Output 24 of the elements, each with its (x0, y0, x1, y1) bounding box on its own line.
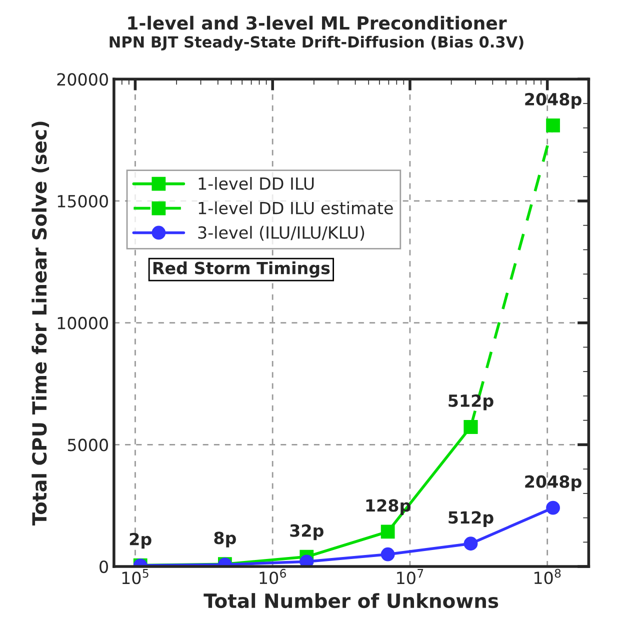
y-tick-label: 20000 (57, 73, 108, 86)
annotation: Red Storm Timings (153, 261, 330, 278)
annotation: 8p (214, 532, 236, 548)
y-axis-title: Total CPU Time for Linear Solve (sec) (32, 122, 50, 526)
x-tick-label: 10$^{8}$ (534, 568, 561, 584)
x-tick-label: 10$^{5}$ (122, 569, 148, 584)
annotation: 2048p (525, 475, 582, 492)
y-tick-label: 15000 (58, 194, 108, 208)
chart-title: 1-level and 3-level ML Preconditioner (128, 16, 507, 30)
chart-subtitle: NPN BJT Steady-State Drift-Diffusion (Bias 0.3V) (110, 36, 524, 51)
x-axis-title: Total Number of Unknowns (204, 593, 498, 608)
x-tick-label: 10$^{7}$ (397, 569, 424, 584)
legend-label: 1-level DD ILU (198, 176, 314, 190)
y-tick-label: 10000 (58, 316, 108, 330)
legend-label: 3-level (ILU/ILU/KLU) (198, 226, 364, 241)
annotation: 512p (448, 394, 494, 410)
annotation: 2048p (525, 92, 582, 109)
y-tick-label: 5000 (68, 438, 108, 452)
x-tick-label: 10$^{6}$ (260, 568, 286, 584)
annotation: 32p (290, 524, 324, 540)
annotation: 512p (448, 511, 494, 527)
y-tick-label: 0 (100, 560, 108, 574)
legend-label: 1-level DD ILU estimate (198, 201, 393, 214)
annotation: 2p (130, 532, 152, 549)
